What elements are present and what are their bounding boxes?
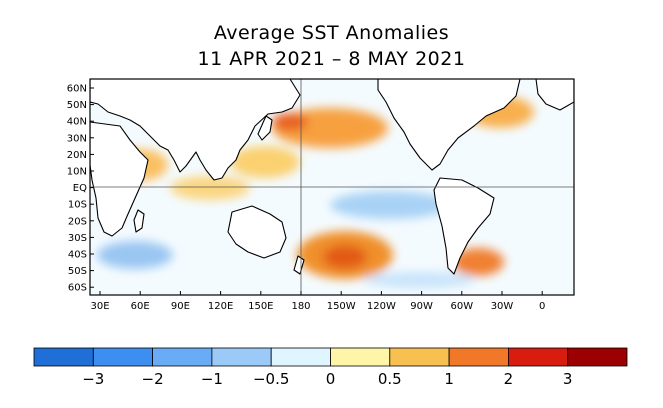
lat-label: 20N	[67, 150, 87, 161]
longitude-tick-labels: 30E 60E 90E 120E 150E 180 150W 120W 90W 60W 30W 0	[90, 291, 545, 312]
colorbar-swatch	[330, 347, 391, 367]
colorbar-swatch	[211, 347, 272, 367]
lon-label: 120E	[208, 301, 233, 312]
lon-label: 90W	[410, 301, 433, 312]
colorbar-label: −3	[82, 370, 104, 388]
colorbar-label: 1	[444, 370, 454, 388]
colorbar: −3 −2 −1 −0.5 0 0.5 1 2 3	[33, 347, 628, 388]
lat-label: 50S	[68, 266, 87, 277]
chart-subtitle-dates: 11 APR 2021 – 8 MAY 2021	[197, 48, 466, 70]
map-frame	[89, 78, 575, 296]
new-zealand-landmass	[293, 255, 305, 275]
colorbar-label: −0.5	[253, 370, 289, 388]
south-pacific-hot-core	[323, 245, 367, 269]
lat-label: 60N	[67, 84, 87, 95]
australia-landmass	[227, 205, 287, 259]
latitude-tick-labels: 60N 50N 40N 30N 20N 10N EQ 10S 20S 30S 40S 50S 60S	[67, 84, 94, 294]
colorbar-label: 0	[326, 370, 336, 388]
lon-label: 90E	[171, 301, 190, 312]
colorbar-swatch	[507, 347, 569, 367]
lon-label: 150W	[327, 301, 356, 312]
equatorial-pacific-cool-region	[330, 191, 450, 219]
north-pacific-hot-core	[272, 113, 308, 131]
northwest-pacific-warm-region	[230, 146, 300, 178]
colorbar-label: 0.5	[378, 370, 402, 388]
lat-label: 10S	[68, 200, 87, 211]
chart-title: Average SST Anomalies	[213, 22, 450, 44]
lon-label: 180	[291, 301, 310, 312]
greenland-landmass	[535, 79, 574, 111]
lat-label: 40S	[68, 250, 87, 261]
lat-label: 30N	[67, 133, 87, 144]
lon-label: 0	[539, 301, 545, 312]
south-atlantic-warm-region	[452, 248, 504, 276]
colorbar-swatch	[152, 347, 213, 367]
lat-label: 60S	[68, 283, 87, 294]
colorbar-swatch	[270, 347, 331, 367]
colorbar-swatch	[92, 347, 154, 367]
colorbar-label: 3	[563, 370, 573, 388]
colorbar-swatch	[389, 347, 450, 367]
lat-label: 10N	[67, 167, 87, 178]
lat-label: 50N	[67, 100, 87, 111]
lat-label: 20S	[68, 216, 87, 227]
maritime-continent-warm-region	[170, 176, 250, 200]
lon-label: 60W	[450, 301, 473, 312]
colorbar-swatch	[448, 347, 509, 367]
africa-landmass	[90, 121, 149, 237]
lon-label: 60E	[131, 301, 150, 312]
southern-indian-cool-region	[97, 241, 173, 269]
colorbar-swatch	[567, 347, 628, 367]
southern-ocean-cool-region	[365, 272, 475, 288]
europe-asia-landmass	[90, 79, 301, 181]
south-america-landmass	[433, 177, 495, 275]
madagascar-landmass	[133, 209, 145, 233]
lon-label: 30E	[90, 301, 109, 312]
lon-label: 150E	[248, 301, 273, 312]
lat-label: 40N	[67, 117, 87, 128]
lat-label: 30S	[68, 233, 87, 244]
colorbar-label: −1	[201, 370, 223, 388]
japan-landmass	[257, 115, 273, 141]
lat-label: EQ	[73, 183, 87, 194]
lon-label: 120W	[367, 301, 396, 312]
colorbar-label: −2	[142, 370, 164, 388]
lon-label: 30W	[491, 301, 514, 312]
colorbar-swatch	[33, 347, 94, 367]
north-america-landmass	[377, 79, 521, 171]
colorbar-label: 2	[504, 370, 514, 388]
